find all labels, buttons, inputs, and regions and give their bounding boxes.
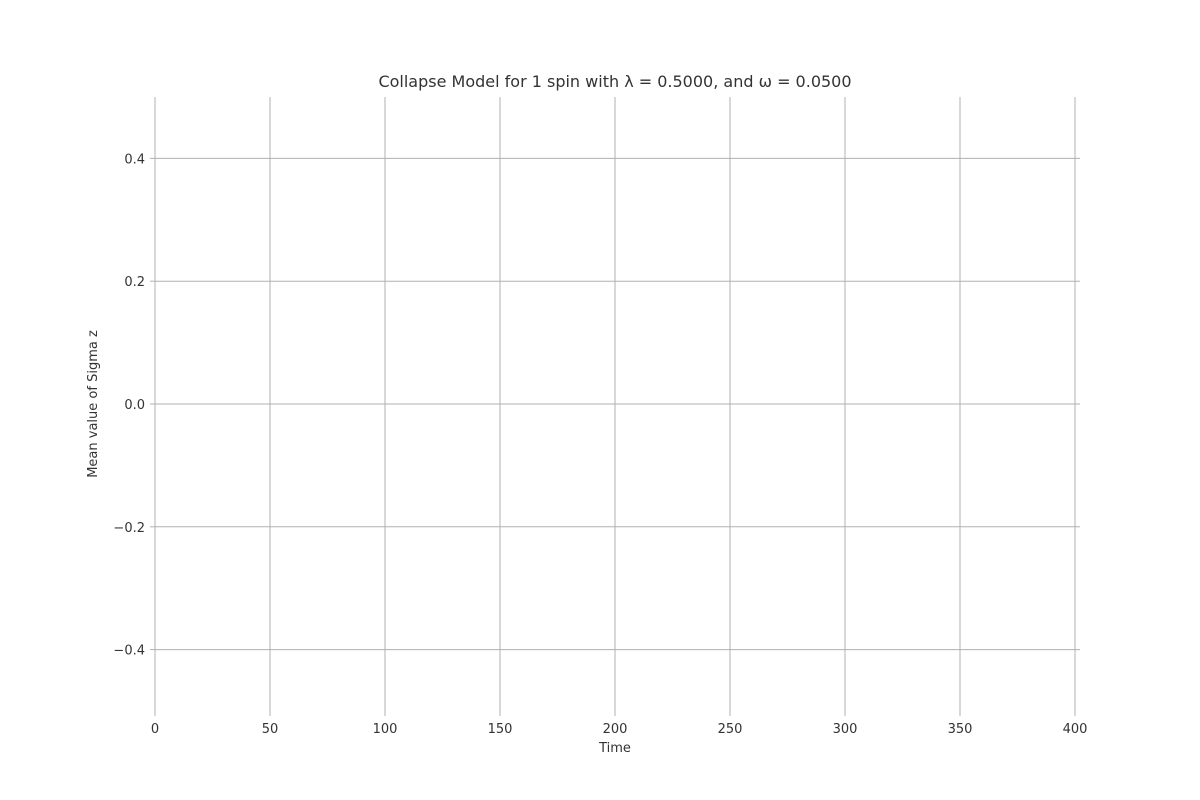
x-tick-label: 300 — [833, 722, 858, 737]
y-tick-label: 0.2 — [124, 275, 145, 290]
x-tick-label: 250 — [718, 722, 743, 737]
y-tick-label: −0.2 — [113, 521, 145, 536]
x-tick-label: 400 — [1063, 722, 1088, 737]
x-axis-label: Time — [598, 741, 631, 756]
x-tick-label: 0 — [151, 722, 159, 737]
tick-marks — [150, 157, 1076, 716]
y-tick-label: −0.4 — [113, 644, 145, 659]
y-tick-labels: −0.4 −0.2 0.0 0.2 0.4 — [113, 152, 145, 658]
x-tick-label: 150 — [488, 722, 513, 737]
x-tick-label: 350 — [948, 722, 973, 737]
y-tick-label: 0.4 — [124, 152, 145, 167]
x-tick-label: 200 — [603, 722, 628, 737]
x-tick-label: 50 — [262, 722, 279, 737]
x-tick-labels: 0 50 100 150 200 250 300 350 400 — [151, 722, 1088, 737]
x-tick-label: 100 — [373, 722, 398, 737]
chart-title: Collapse Model for 1 spin with λ = 0.500… — [378, 72, 851, 91]
y-axis-label: Mean value of Sigma z — [86, 330, 101, 478]
grid — [154, 97, 1080, 711]
y-tick-label: 0.0 — [124, 398, 145, 413]
